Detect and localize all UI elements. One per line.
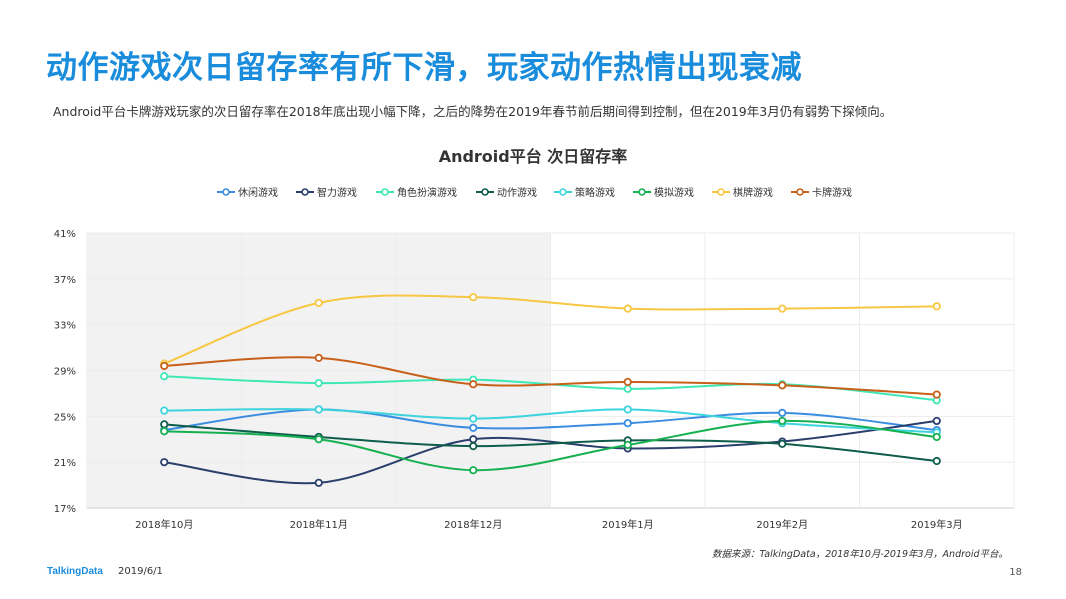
data-point [160, 406, 169, 415]
data-point [469, 466, 478, 475]
data-point [469, 293, 478, 302]
x-tick-label: 2018年10月 [135, 518, 193, 531]
x-tick-label: 2019年3月 [911, 518, 963, 531]
y-tick-label: 25% [54, 412, 76, 423]
data-point [160, 361, 169, 371]
data-point [778, 381, 787, 390]
legend-marker [559, 188, 567, 196]
data-point [623, 304, 632, 313]
y-tick-label: 29% [54, 367, 76, 378]
legend-marker [222, 188, 230, 196]
y-tick-label: 37% [54, 275, 76, 286]
series-line [164, 408, 937, 434]
chart-title: Android平台 次日留存率 [438, 147, 628, 166]
x-tick-label: 2018年11月 [290, 518, 348, 531]
data-point [623, 377, 632, 387]
legend-marker [301, 188, 309, 196]
data-point [778, 408, 787, 417]
data-point [469, 414, 478, 423]
data-point [314, 298, 323, 307]
data-point [623, 440, 632, 450]
legend-label: 角色扮演游戏 [397, 186, 457, 199]
data-point [160, 420, 169, 429]
data-point [778, 304, 787, 313]
data-point [314, 379, 323, 388]
data-point [778, 439, 787, 448]
data-point [623, 405, 632, 414]
data-point [160, 427, 169, 436]
data-point [314, 353, 323, 362]
data-point [932, 456, 941, 466]
series-line [164, 408, 937, 432]
page-subtitle: Android平台卡牌游戏玩家的次日留存率在2018年底出现小幅下降，之后的降势… [53, 104, 893, 119]
data-point [469, 423, 478, 432]
legend-marker [796, 188, 804, 196]
legend-marker [638, 188, 646, 196]
data-point [314, 478, 323, 487]
y-tick-label: 41% [54, 229, 76, 240]
legend-label: 休闲游戏 [238, 186, 278, 199]
x-tick-label: 2019年1月 [602, 518, 654, 531]
series-line [163, 294, 937, 365]
data-point [932, 416, 941, 426]
data-source-note: 数据来源：TalkingData，2018年10月-2019年3月，Androi… [712, 549, 1008, 560]
data-point [469, 442, 478, 451]
legend-label: 卡牌游戏 [812, 186, 852, 199]
data-point [932, 432, 941, 442]
page-number: 18 [1009, 567, 1022, 578]
legend-label: 智力游戏 [317, 186, 357, 199]
legend-label: 策略游戏 [575, 186, 615, 199]
series-line [164, 419, 937, 472]
data-point [160, 458, 169, 467]
data-point [778, 416, 787, 426]
footer-date: 2019/6/1 [118, 566, 163, 577]
legend-marker [481, 188, 489, 196]
x-tick-label: 2018年12月 [444, 518, 502, 531]
data-point [469, 380, 478, 389]
legend-label: 动作游戏 [497, 186, 537, 199]
series-line [164, 356, 937, 396]
x-tick-label: 2019年2月 [756, 518, 808, 531]
y-tick-label: 17% [54, 504, 76, 515]
brand-logo: TalkingData [47, 566, 103, 577]
y-tick-label: 21% [54, 458, 76, 469]
data-point [314, 435, 323, 444]
legend-marker [381, 188, 389, 196]
data-point [932, 390, 941, 399]
page-title: 动作游戏次日留存率有所下滑，玩家动作热情出现衰减 [46, 50, 802, 86]
data-point [623, 419, 632, 428]
data-point [160, 372, 169, 381]
data-point [314, 405, 323, 414]
series-line [164, 419, 937, 485]
data-point [932, 302, 941, 311]
y-tick-label: 33% [54, 321, 76, 332]
data-point [469, 435, 478, 444]
data-point [623, 384, 632, 393]
legend-label: 棋牌游戏 [733, 186, 773, 199]
series-line [164, 423, 937, 463]
legend-label: 模拟游戏 [654, 186, 694, 199]
legend-marker [717, 188, 725, 196]
